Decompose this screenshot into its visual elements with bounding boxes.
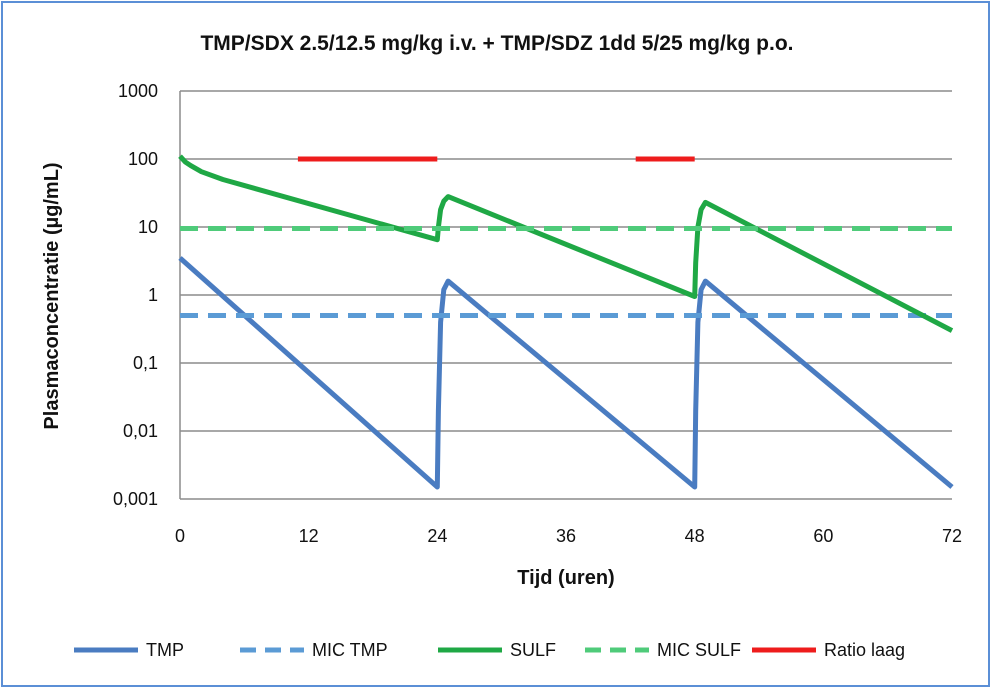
x-tick-label: 48: [685, 526, 705, 546]
x-tick-label: 60: [813, 526, 833, 546]
y-tick-label: 10: [138, 217, 158, 237]
legend-label-tmp: TMP: [146, 640, 184, 660]
legend: TMP MIC TMP SULF MIC SULF Ratio laag: [74, 640, 905, 660]
x-tick-label: 12: [299, 526, 319, 546]
y-tick-label: 100: [128, 149, 158, 169]
y-tick-label: 0,1: [133, 353, 158, 373]
y-tick-label: 0,01: [123, 421, 158, 441]
series-line-tmp: [178, 256, 954, 490]
y-tick-label: 1000: [118, 81, 158, 101]
y-tick-label: 1: [148, 285, 158, 305]
x-tick-label: 0: [175, 526, 185, 546]
x-tick-label: 36: [556, 526, 576, 546]
legend-label-mic-sulf: MIC SULF: [657, 640, 741, 660]
legend-label-mic-tmp: MIC TMP: [312, 640, 388, 660]
legend-label-sulf: SULF: [510, 640, 556, 660]
x-axis-ticks: 0 12 24 36 48 60 72: [175, 526, 962, 546]
x-tick-label: 72: [942, 526, 962, 546]
series-line-sulf: [178, 154, 954, 333]
y-axis-title: Plasmaconcentratie (µg/mL): [41, 162, 63, 429]
chart-title: TMP/SDX 2.5/12.5 mg/kg i.v. + TMP/SDZ 1d…: [200, 32, 793, 55]
grid-lines: [179, 90, 952, 500]
x-tick-label: 24: [427, 526, 447, 546]
y-tick-label: 0,001: [113, 489, 158, 509]
series-layer: [178, 154, 954, 490]
legend-label-ratio-laag: Ratio laag: [824, 640, 905, 660]
x-axis-title: Tijd (uren): [517, 567, 614, 589]
y-axis-ticks: 0,001 0,01 0,1 1 10 100 1000: [113, 81, 158, 509]
